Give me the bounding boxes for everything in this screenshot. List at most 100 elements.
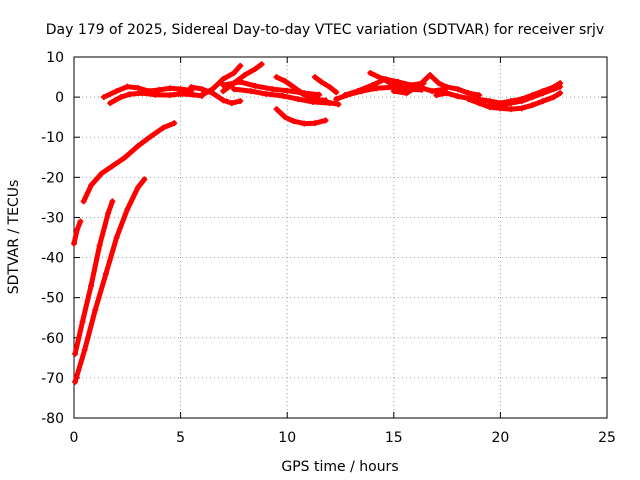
series-arc-v	[486, 83, 564, 109]
data-point	[318, 78, 325, 85]
data-point	[279, 92, 286, 99]
data-point	[282, 78, 289, 85]
data-point	[241, 72, 248, 79]
data-point	[416, 82, 423, 89]
data-point	[107, 100, 114, 107]
series-arc-s	[390, 72, 483, 99]
data-point	[109, 198, 116, 205]
data-point	[465, 96, 472, 103]
data-point	[237, 98, 244, 105]
data-point	[102, 270, 109, 277]
data-point	[305, 94, 312, 101]
data-point	[88, 182, 95, 189]
data-point	[100, 94, 107, 101]
data-point	[550, 86, 557, 93]
data-point	[220, 97, 227, 104]
data-point	[252, 82, 259, 89]
data-point	[476, 100, 483, 107]
data-point	[518, 105, 525, 112]
data-point	[105, 210, 112, 217]
data-point	[486, 102, 493, 109]
data-point	[230, 70, 237, 77]
data-point	[98, 170, 105, 177]
data-point	[269, 86, 276, 93]
data-point	[465, 90, 472, 97]
series-arc-a	[71, 218, 84, 247]
series-line	[72, 176, 147, 385]
data-point	[335, 101, 342, 108]
x-tick-label: 5	[176, 430, 185, 446]
data-point	[122, 154, 129, 161]
data-point	[139, 90, 146, 97]
series-line	[312, 74, 339, 95]
data-point	[550, 94, 557, 101]
data-point	[71, 240, 77, 247]
series-arc-n	[311, 74, 340, 96]
series-arc-c	[72, 176, 148, 385]
data-point	[444, 90, 451, 97]
data-point	[171, 120, 178, 127]
series-arc-e	[100, 83, 195, 101]
data-point	[529, 94, 536, 101]
data-point	[290, 84, 297, 91]
series-line	[274, 106, 329, 127]
data-point	[134, 184, 141, 191]
data-point	[117, 94, 124, 101]
data-point	[72, 378, 79, 385]
data-point	[88, 282, 95, 289]
data-point	[322, 117, 329, 124]
data-point	[166, 92, 173, 99]
data-point	[77, 218, 84, 225]
data-point	[166, 85, 173, 92]
data-point	[373, 85, 380, 92]
data-point	[220, 82, 227, 89]
data-point	[403, 90, 410, 97]
data-point	[228, 100, 235, 107]
x-tick-label: 0	[70, 430, 79, 446]
data-point	[301, 120, 308, 127]
chart-title: Day 179 of 2025, Sidereal Day-to-day VTE…	[46, 22, 604, 38]
data-point	[273, 106, 280, 113]
data-point	[134, 143, 141, 150]
data-point	[81, 346, 88, 353]
data-point	[96, 242, 103, 249]
x-tick-label: 20	[491, 430, 509, 446]
series-line	[71, 219, 83, 246]
data-point	[311, 74, 318, 81]
data-point	[557, 90, 564, 97]
x-axis-label: GPS time / hours	[281, 459, 398, 475]
x-tick-label: 15	[385, 430, 403, 446]
data-point	[124, 206, 131, 213]
data-point	[314, 96, 321, 103]
data-point	[282, 114, 289, 121]
data-point	[237, 78, 244, 85]
data-point	[367, 70, 374, 77]
data-point	[177, 90, 184, 97]
data-point	[427, 72, 434, 79]
x-tick-label: 10	[278, 430, 296, 446]
data-point	[141, 176, 148, 183]
series-line	[81, 120, 177, 204]
data-point	[220, 76, 227, 83]
data-point	[497, 102, 504, 109]
data-point	[220, 88, 227, 95]
data-point	[341, 92, 348, 99]
data-point	[188, 84, 195, 91]
series-arc-r	[367, 70, 448, 95]
data-point	[109, 163, 116, 170]
data-point	[273, 74, 280, 81]
y-axis-label: SDTVAR / TECUs	[6, 180, 22, 295]
data-point	[79, 318, 86, 325]
data-point	[390, 82, 397, 89]
y-axis-tick-labels: -80 -70 -60 -50 -40 -30 -20 -10 0 10	[41, 50, 64, 427]
data-point	[557, 83, 564, 90]
data-point	[529, 102, 536, 109]
data-point	[160, 124, 167, 131]
data-point	[311, 120, 318, 127]
data-point	[198, 92, 205, 99]
data-point	[134, 84, 141, 91]
data-point	[540, 98, 547, 105]
data-point	[74, 226, 81, 233]
series-arc-b	[72, 198, 116, 357]
